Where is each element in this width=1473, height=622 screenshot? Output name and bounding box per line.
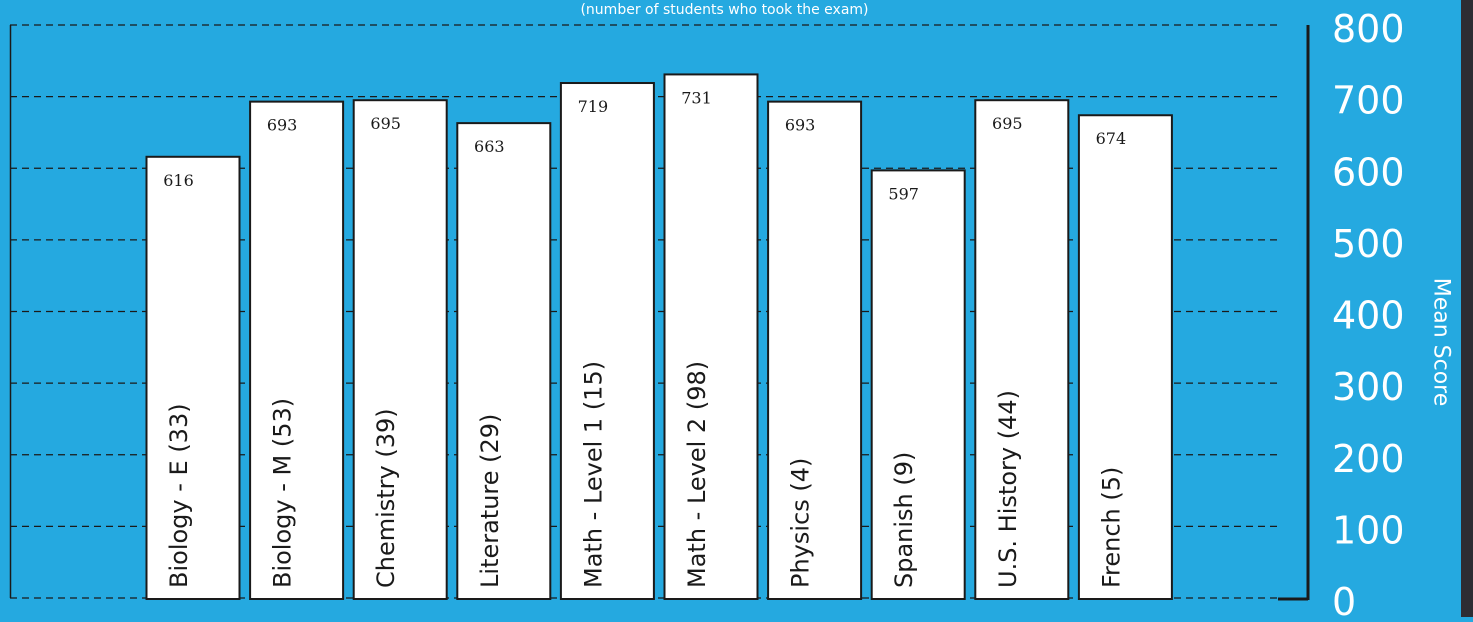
- right-edge-strip: [1461, 0, 1473, 617]
- chart-subtitle: (number of students who took the exam): [580, 2, 869, 18]
- bar-value-label: 731: [681, 88, 712, 107]
- category-label: U.S. History (44): [994, 390, 1022, 588]
- bar: [974, 99, 1070, 601]
- category-label: Math - Level 1 (15): [579, 361, 607, 588]
- category-label: Literature (29): [476, 414, 504, 588]
- y-tick-label: 500: [1332, 222, 1405, 266]
- bar: [456, 122, 552, 600]
- y-tick-label: 700: [1332, 79, 1405, 123]
- category-label: Spanish (9): [890, 452, 918, 588]
- bar: [145, 155, 241, 600]
- bar: [559, 82, 655, 601]
- category-label: Biology - M (53): [269, 398, 297, 588]
- y-tick-label: 300: [1332, 365, 1405, 409]
- bar-value-label: 719: [578, 97, 609, 116]
- bar-value-label: 695: [992, 114, 1023, 133]
- bar: [249, 100, 345, 600]
- y-tick-label: 0: [1332, 580, 1356, 617]
- bar: [1077, 114, 1173, 600]
- bar-value-label: 674: [1096, 129, 1127, 148]
- y-tick-label: 400: [1332, 294, 1405, 338]
- category-label: Math - Level 2 (98): [683, 361, 711, 588]
- category-label: Chemistry (39): [372, 408, 400, 588]
- category-label: Biology - E (33): [165, 403, 193, 588]
- category-label: Physics (4): [787, 458, 815, 588]
- y-tick-label: 100: [1332, 508, 1405, 552]
- bar: [352, 99, 448, 601]
- category-label: French (5): [1097, 467, 1125, 588]
- y-tick-label: 600: [1332, 150, 1405, 194]
- bar-value-label: 693: [267, 116, 298, 135]
- bar: [870, 169, 966, 600]
- bar: [767, 100, 863, 600]
- bar: [663, 73, 759, 600]
- y-tick-label: 800: [1332, 7, 1405, 51]
- bar-value-label: 693: [785, 116, 816, 135]
- bar-value-label: 663: [474, 137, 505, 156]
- bar-value-label: 597: [888, 184, 919, 203]
- bar-value-label: 616: [163, 171, 194, 190]
- y-tick-label: 200: [1332, 437, 1405, 481]
- bar-value-label: 695: [370, 114, 401, 133]
